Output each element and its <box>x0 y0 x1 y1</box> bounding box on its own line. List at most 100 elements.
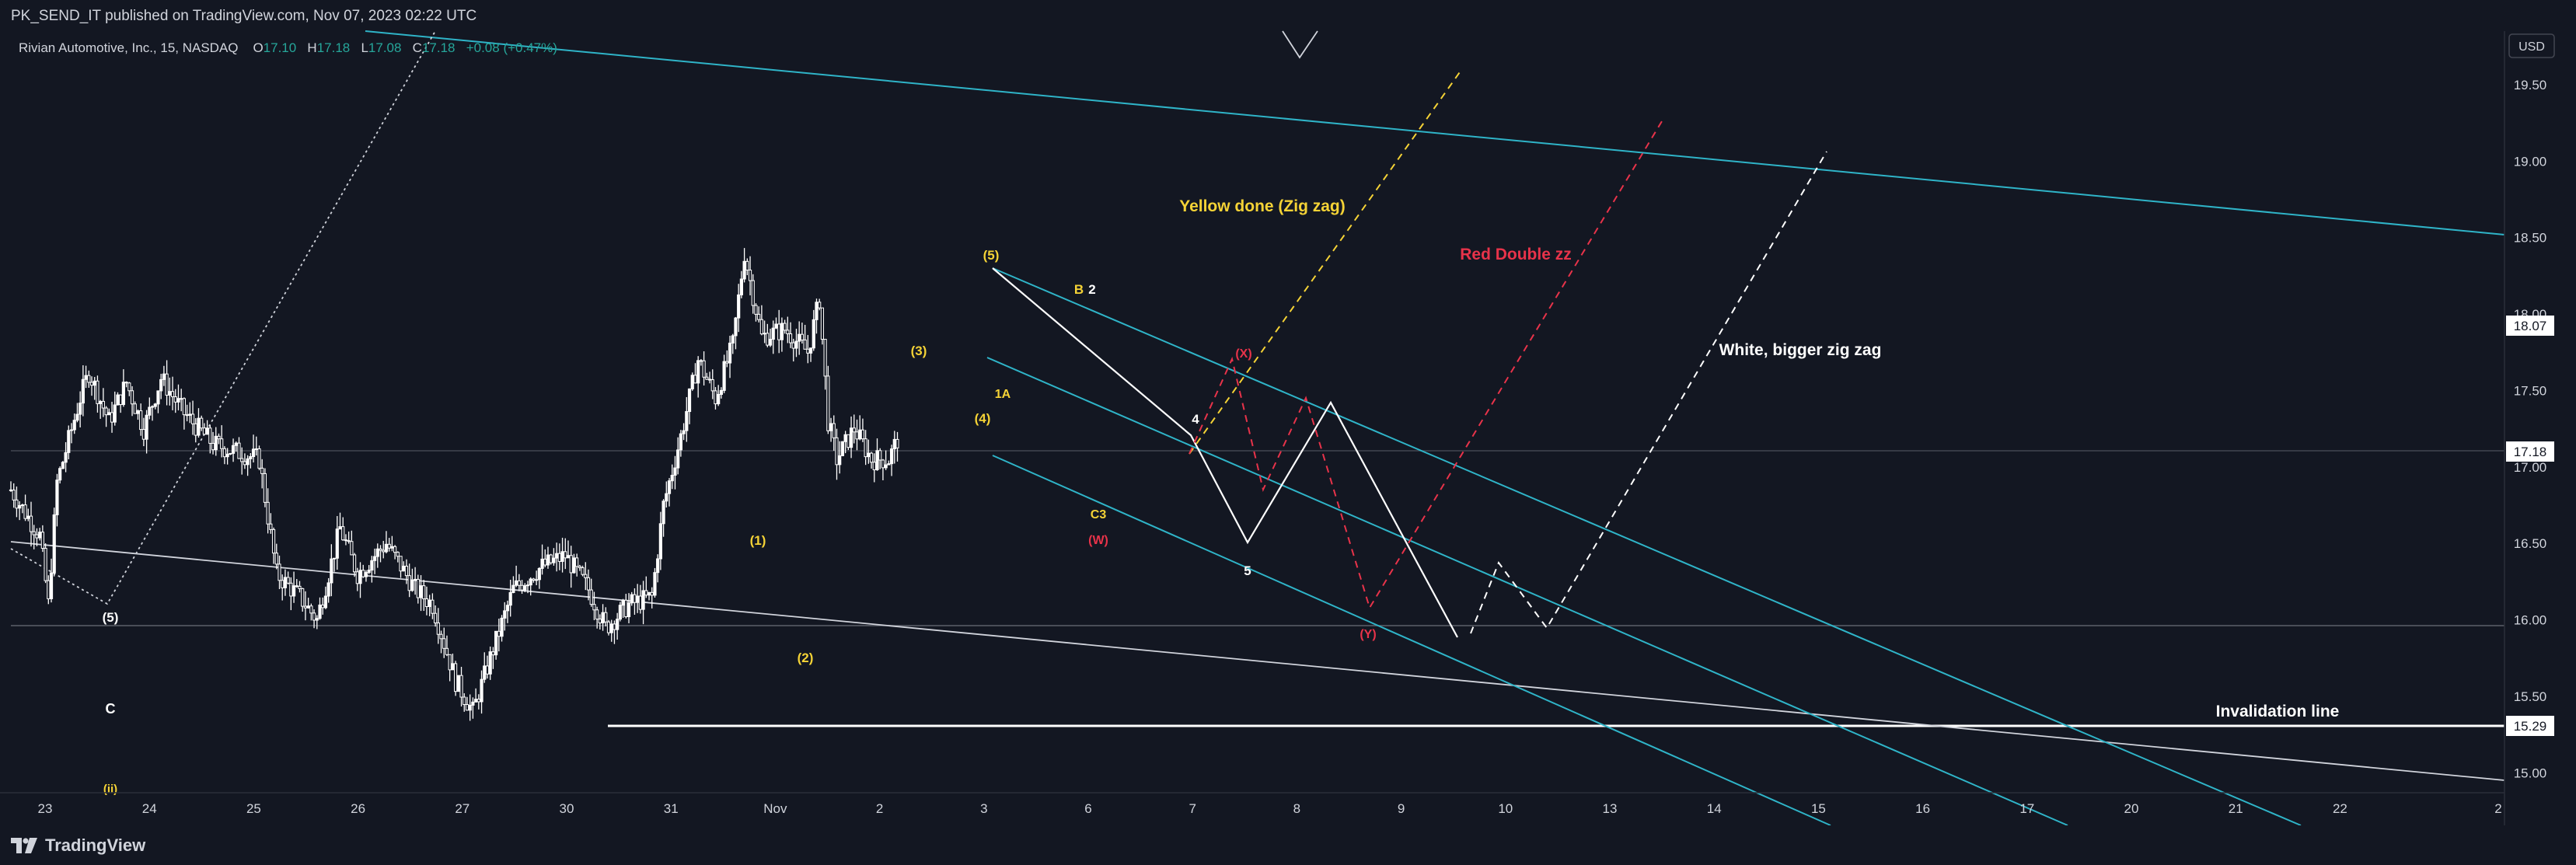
candle-262 <box>766 323 770 347</box>
candle-218 <box>638 584 642 614</box>
candle-23 <box>75 403 79 423</box>
candle-284 <box>829 417 833 442</box>
candle-58 <box>176 384 180 411</box>
candle-225 <box>658 511 662 570</box>
trendline-white-long <box>10 541 2505 781</box>
candle-247 <box>722 354 726 393</box>
time-scale[interactable]: 23 24 25 26 27 30 31 Nov 2 3 6 7 8 9 10 13 14 15 16 17 20 21 2… <box>38 801 2502 816</box>
candle-296 <box>864 430 867 466</box>
candle-2 <box>15 487 19 518</box>
candle-109 <box>323 586 328 609</box>
candle-115 <box>341 517 345 541</box>
bottom-bar <box>0 825 2576 865</box>
candle-235 <box>687 388 692 424</box>
candle-159 <box>468 694 472 721</box>
x-tick-8: 2 <box>876 801 883 816</box>
ohlc-change: +0.08 (+0.47%) <box>466 40 557 55</box>
x-tick-6: 31 <box>664 801 679 816</box>
candle-43 <box>133 401 137 414</box>
candle-103 <box>306 598 310 609</box>
candle-224 <box>656 554 660 583</box>
candle-179 <box>525 581 530 594</box>
y-tick-7: 18.50 <box>2514 231 2547 246</box>
candle-1 <box>12 483 16 508</box>
badge-15-29: 15.29 <box>2506 716 2554 736</box>
candle-243 <box>710 369 714 399</box>
candle-50 <box>153 403 157 410</box>
tradingview-logo[interactable]: TradingView <box>11 834 145 857</box>
y-tick-4: 17.00 <box>2514 460 2547 475</box>
candle-278 <box>812 309 815 351</box>
candle-304 <box>887 460 891 466</box>
annotation-yellow-done: Yellow done (Zig zag) <box>1179 197 1346 215</box>
wave-label-x: (X) <box>1235 347 1251 361</box>
wave-label-4: (4) <box>975 411 991 426</box>
y-tick-1: 15.50 <box>2514 689 2547 704</box>
candle-301 <box>878 448 882 469</box>
wave-label-4-white: 4 <box>1192 412 1199 427</box>
candle-121 <box>358 562 362 598</box>
candle-128 <box>379 545 382 563</box>
candle-264 <box>771 320 775 354</box>
published-info: PK_SEND_IT published on TradingView.com,… <box>11 8 477 24</box>
candle-209 <box>613 620 616 644</box>
candle-139 <box>410 568 414 592</box>
channel-cyan-lower <box>992 455 1831 826</box>
candle-183 <box>537 567 541 589</box>
candle-201 <box>589 578 593 607</box>
candle-134 <box>396 551 400 563</box>
wave-label-2: (2) <box>798 650 814 665</box>
price-scale[interactable]: 15.0015.5016.0016.5017.0017.5018.0018.50… <box>2514 78 2547 781</box>
candle-212 <box>621 598 625 618</box>
candle-80 <box>240 447 244 475</box>
candle-37 <box>116 392 120 406</box>
ohlc-low-label: L <box>361 40 368 55</box>
x-tick-12: 8 <box>1293 801 1300 816</box>
candle-13 <box>47 575 51 605</box>
candle-48 <box>148 397 152 420</box>
candle-173 <box>508 580 512 617</box>
candle-150 <box>442 627 446 658</box>
candle-261 <box>763 320 766 344</box>
candle-155 <box>456 675 460 692</box>
candle-52 <box>159 373 163 399</box>
candle-63 <box>190 400 195 435</box>
candle-283 <box>826 365 830 434</box>
candle-169 <box>497 618 501 652</box>
candle-59 <box>180 389 183 412</box>
candle-163 <box>480 670 483 714</box>
candle-33 <box>104 406 108 427</box>
candle-40 <box>124 381 128 388</box>
candle-117 <box>347 531 351 544</box>
candle-254 <box>742 248 746 283</box>
candle-288 <box>840 441 845 457</box>
candle-204 <box>598 614 602 630</box>
candle-135 <box>399 556 403 578</box>
candle-274 <box>800 323 805 344</box>
currency-label[interactable]: USD <box>2518 40 2545 54</box>
candle-226 <box>661 499 665 537</box>
candle-185 <box>543 549 547 567</box>
annotation-invalidation: Invalidation line <box>2216 703 2340 720</box>
candle-267 <box>780 317 784 352</box>
candle-282 <box>823 339 827 390</box>
candle-14 <box>49 558 54 603</box>
candle-72 <box>217 433 221 445</box>
currency-box[interactable] <box>2508 33 2555 58</box>
candle-91 <box>271 527 276 564</box>
wave-label-2-white: 2 <box>1088 282 1095 297</box>
candle-194 <box>569 546 573 588</box>
candle-17 <box>58 466 62 484</box>
x-tick-9: 3 <box>980 801 987 816</box>
candle-281 <box>820 307 825 345</box>
candle-73 <box>220 425 224 458</box>
ohlc-open-label: O <box>253 40 264 55</box>
candle-31 <box>99 399 103 419</box>
candle-62 <box>188 402 192 424</box>
candle-76 <box>229 452 232 455</box>
candle-67 <box>202 423 207 435</box>
candle-306 <box>892 431 896 464</box>
candle-273 <box>798 321 801 355</box>
candle-101 <box>301 588 305 612</box>
